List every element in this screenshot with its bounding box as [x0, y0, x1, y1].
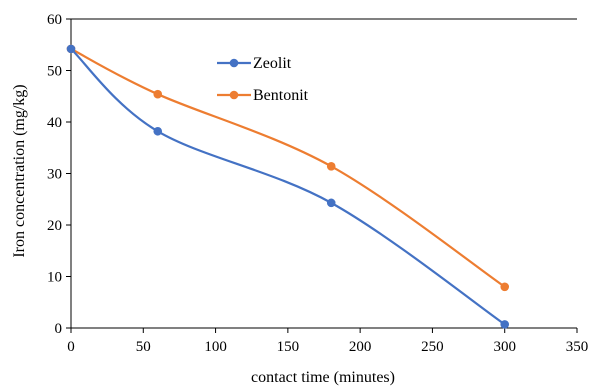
x-tick-label: 50 [136, 339, 151, 355]
x-tick-label: 300 [493, 339, 516, 355]
data-point-zeolit [66, 44, 76, 54]
y-tick-label: 30 [47, 167, 62, 183]
series-layer [66, 44, 510, 329]
series-zeolit [66, 44, 510, 329]
legend-zeolit-marker [229, 58, 239, 68]
legend-zeolit-label: Zeolit [253, 55, 292, 72]
y-tick-label: 40 [47, 115, 62, 131]
x-tick-label: 200 [349, 339, 372, 355]
data-point-bentonit [326, 161, 336, 171]
y-tick-label: 60 [47, 12, 62, 28]
plot-area [70, 18, 577, 328]
x-axis-title: contact time (minutes) [251, 369, 395, 386]
legend: Zeolit Bentonit [217, 55, 309, 104]
data-point-bentonit [153, 89, 163, 99]
data-point-bentonit [500, 282, 510, 292]
x-tick-label: 100 [204, 339, 227, 355]
y-tick-label: 10 [47, 270, 62, 286]
data-point-zeolit [500, 320, 510, 329]
x-axis: 0 50 100 150 200 250 300 350 [67, 327, 589, 355]
x-tick-label: 0 [67, 339, 75, 355]
y-axis: 0 10 20 30 40 50 60 [47, 12, 71, 337]
legend-bentonit-label: Bentonit [253, 87, 309, 104]
y-tick-label: 20 [47, 218, 62, 234]
y-tick-label: 50 [47, 64, 62, 80]
series-line-zeolit [70, 48, 506, 326]
legend-bentonit-marker [229, 90, 239, 100]
x-tick-label: 350 [566, 339, 589, 355]
legend-item-bentonit: Bentonit [217, 87, 309, 104]
x-tick-label: 250 [421, 339, 444, 355]
series-line-bentonit [70, 47, 506, 288]
y-tick-label: 0 [55, 321, 63, 337]
data-point-zeolit [153, 126, 163, 136]
series-bentonit [66, 44, 510, 292]
legend-item-zeolit: Zeolit [217, 55, 292, 72]
data-point-zeolit [326, 198, 336, 208]
x-tick-label: 150 [277, 339, 300, 355]
y-axis-title: Iron concentration (mg/kg) [11, 84, 28, 257]
